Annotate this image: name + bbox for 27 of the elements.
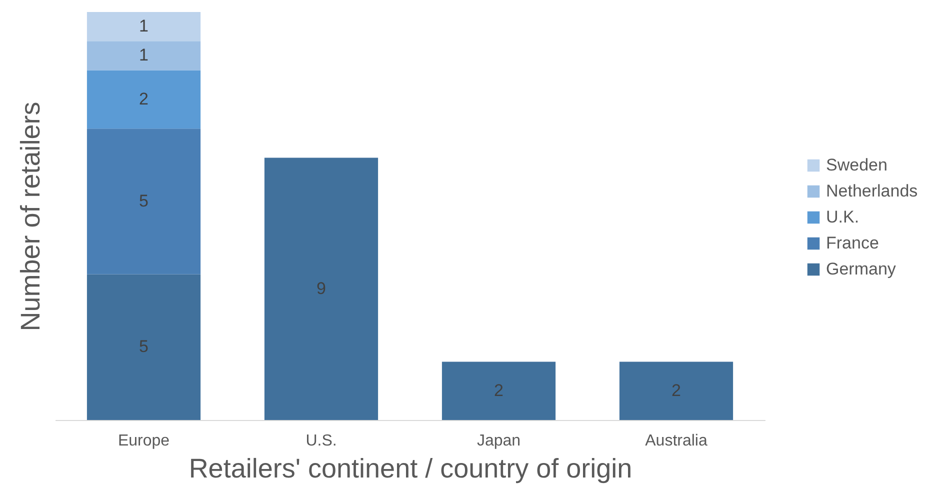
bar: [86, 274, 201, 420]
legend-label: Netherlands: [826, 182, 918, 200]
data-label: 9: [316, 278, 326, 298]
x-tick-label: U.S.: [306, 432, 337, 450]
bar: [264, 158, 378, 420]
bar: [619, 362, 734, 420]
y-axis-title: Number of retailers: [16, 102, 46, 332]
data-label: 2: [139, 89, 148, 108]
x-tick-label: Japan: [476, 432, 521, 450]
legend-label: U.K.: [826, 208, 860, 226]
data-label: 2: [672, 380, 681, 400]
bar: [86, 70, 201, 129]
bar: [86, 12, 201, 42]
x-tick-label: Australia: [645, 432, 708, 450]
x-tick-label: Europe: [118, 432, 170, 450]
data-label: 5: [139, 191, 148, 210]
legend-label: France: [826, 234, 879, 252]
bar: [442, 362, 556, 420]
bar: [86, 41, 201, 70]
data-label: 1: [139, 46, 148, 65]
data-label: 1: [139, 16, 148, 36]
legend-label: Germany: [826, 260, 896, 278]
data-label: 2: [494, 380, 504, 400]
legend-label: Sweden: [826, 156, 888, 174]
data-label: 5: [139, 337, 148, 356]
bar: [86, 128, 201, 274]
x-axis-title: Retailers' continent / country of origin: [188, 454, 632, 484]
